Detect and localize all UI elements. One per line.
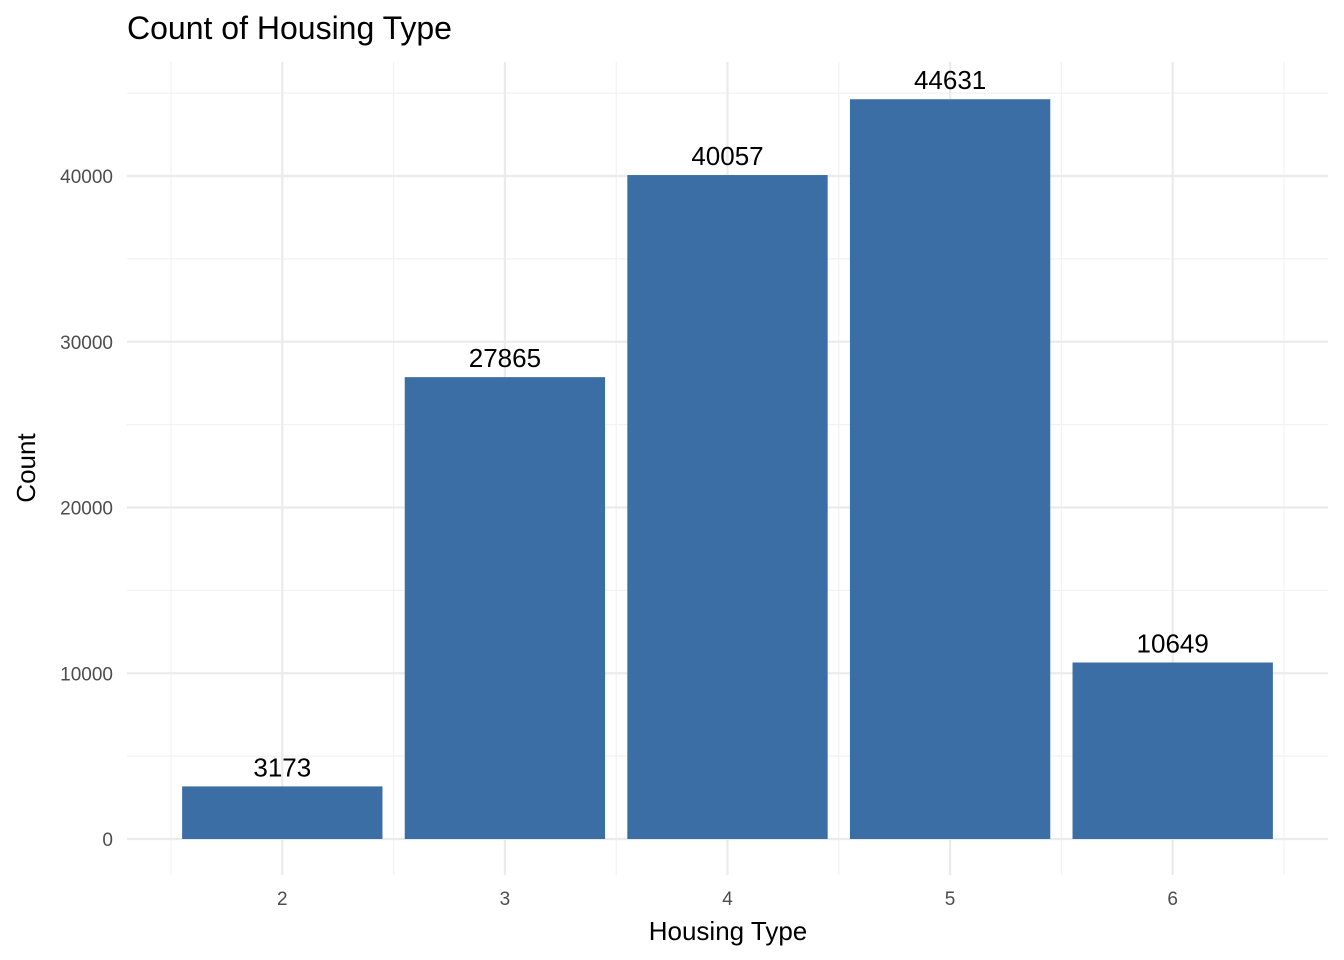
bar-2 bbox=[182, 786, 383, 839]
data-label-4: 40057 bbox=[691, 141, 763, 171]
bar-3 bbox=[404, 377, 606, 839]
bar-6 bbox=[1072, 662, 1273, 839]
x-axis-tick-labels: 2 3 4 5 6 bbox=[277, 889, 1178, 910]
data-label-6: 10649 bbox=[1137, 628, 1209, 658]
y-axis-title: Count bbox=[11, 433, 41, 503]
bars bbox=[182, 99, 1273, 840]
x-tick-label: 3 bbox=[500, 889, 511, 910]
data-labels: 3173 27865 40057 44631 10649 bbox=[253, 65, 1208, 782]
bar-4 bbox=[627, 175, 828, 839]
x-tick-label: 5 bbox=[945, 889, 956, 910]
data-label-2: 3173 bbox=[253, 752, 311, 782]
x-axis-title: Housing Type bbox=[649, 916, 808, 946]
data-label-3: 27865 bbox=[469, 343, 541, 373]
data-label-5: 44631 bbox=[914, 65, 986, 95]
bar-5 bbox=[849, 99, 1051, 840]
y-tick-label: 0 bbox=[102, 830, 113, 851]
y-tick-label: 20000 bbox=[60, 499, 113, 520]
x-tick-label: 4 bbox=[722, 889, 733, 910]
x-tick-label: 2 bbox=[277, 889, 288, 910]
y-axis-tick-labels: 0 10000 20000 30000 40000 bbox=[60, 167, 113, 851]
y-tick-label: 10000 bbox=[60, 664, 113, 685]
y-tick-label: 30000 bbox=[60, 333, 113, 354]
chart-title: Count of Housing Type bbox=[127, 10, 452, 46]
x-tick-label: 6 bbox=[1167, 889, 1178, 910]
y-tick-label: 40000 bbox=[60, 167, 113, 188]
